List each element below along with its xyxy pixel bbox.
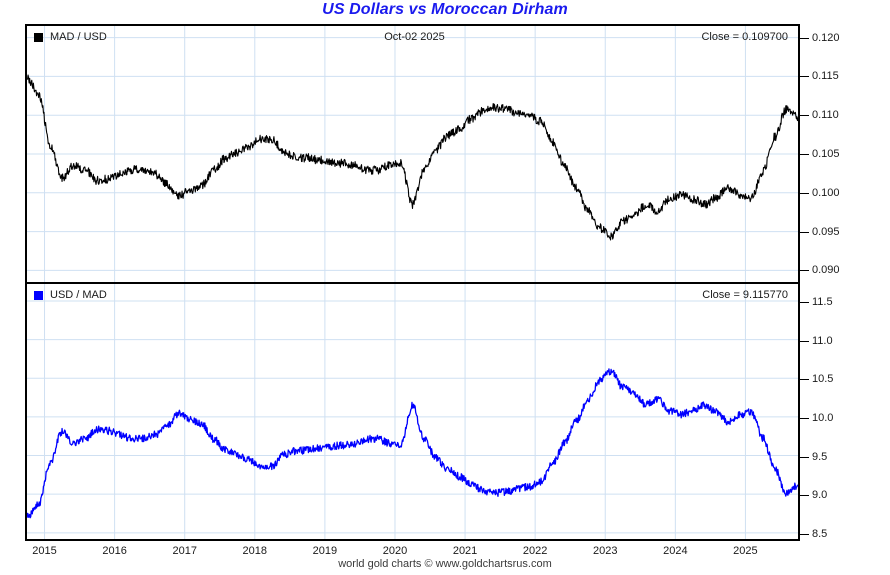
y-axis-tick-label: 9.0 [812,489,828,502]
legend-swatch-usd-mad [34,290,43,300]
y-axis-tick-mark [800,76,809,78]
x-axis-tick-label: 2021 [452,545,478,557]
y-axis-tick-label: 0.105 [812,148,840,160]
y-axis-tick-mark [800,417,809,419]
x-axis-years: 2015 2016 2017 2018 2019 2020 2021 2022 2023 2024… [0,545,890,563]
y-axis-tick-mark [800,340,809,342]
y-axis-tick-label: 11.0 [812,334,833,347]
y-axis-tick-mark [800,456,809,458]
y-axis-tick-label: 10.5 [812,373,834,386]
legend-label-usd-mad: USD / MAD [50,289,107,301]
y-axis-tick-mark [800,379,809,381]
y-axis-tick-mark [800,495,809,497]
y-axis-tick-mark [800,192,809,194]
plot-area-mad-usd [27,26,798,282]
x-axis-tick-label: 2024 [663,545,688,557]
y-axis-tick-label: 0.095 [812,225,840,238]
y-axis-tick-label: 0.120 [812,31,840,44]
y-axis-tick-mark [800,154,809,155]
x-axis-tick-label: 2022 [522,545,548,557]
legend-usd-mad: USD / MAD [34,289,107,301]
y-axis-tick-mark [800,115,809,117]
legend-mad-usd: MAD / USD [34,31,107,43]
y-axis-tick-label: 0.110 [812,109,839,122]
y-axis-tick-label: 0.100 [812,186,840,199]
legend-swatch-mad-usd [34,32,43,42]
legend-label-mad-usd: MAD / USD [50,31,107,43]
chart-panel-usd-mad: USD / MAD Close = 9.115770 [25,283,800,541]
x-axis-tick-label: 2020 [382,545,408,557]
y-axis-tick-mark [800,533,809,535]
x-axis-tick-label: 2019 [312,545,338,557]
y-axis-tick-label: 10.0 [812,411,834,424]
chart-panel-mad-usd: MAD / USD Oct-02 2025 Close = 0.109700 [25,24,800,283]
y-axis-tick-label: 0.115 [812,70,839,83]
y-axis-tick-mark [800,302,809,303]
page-title: US Dollars vs Moroccan Dirham [322,1,568,18]
y-axis-tick-mark [800,270,809,272]
y-axis-tick-label: 9.5 [812,450,828,463]
close-value-mad-usd: Close = 0.109700 [701,31,788,43]
y-axis-tick-mark [800,37,809,39]
y-axis-tick-mark [800,231,809,233]
x-axis-tick-label: 2017 [172,545,197,557]
y-axis-tick-label: 11.5 [812,296,833,308]
footer-credit: world gold charts © www.goldchartsrus.co… [338,558,552,570]
x-axis-tick-label: 2018 [242,545,268,557]
close-value-usd-mad: Close = 9.115770 [702,289,788,301]
plot-area-usd-mad [27,284,798,539]
x-axis-tick-label: 2015 [32,545,57,557]
x-axis-tick-label: 2023 [593,545,618,557]
y-axis-tick-label: 0.090 [812,264,840,277]
y-axis-tick-label: 8.5 [812,527,828,540]
x-axis-tick-label: 2016 [102,545,127,557]
x-axis-tick-label: 2025 [733,545,758,557]
